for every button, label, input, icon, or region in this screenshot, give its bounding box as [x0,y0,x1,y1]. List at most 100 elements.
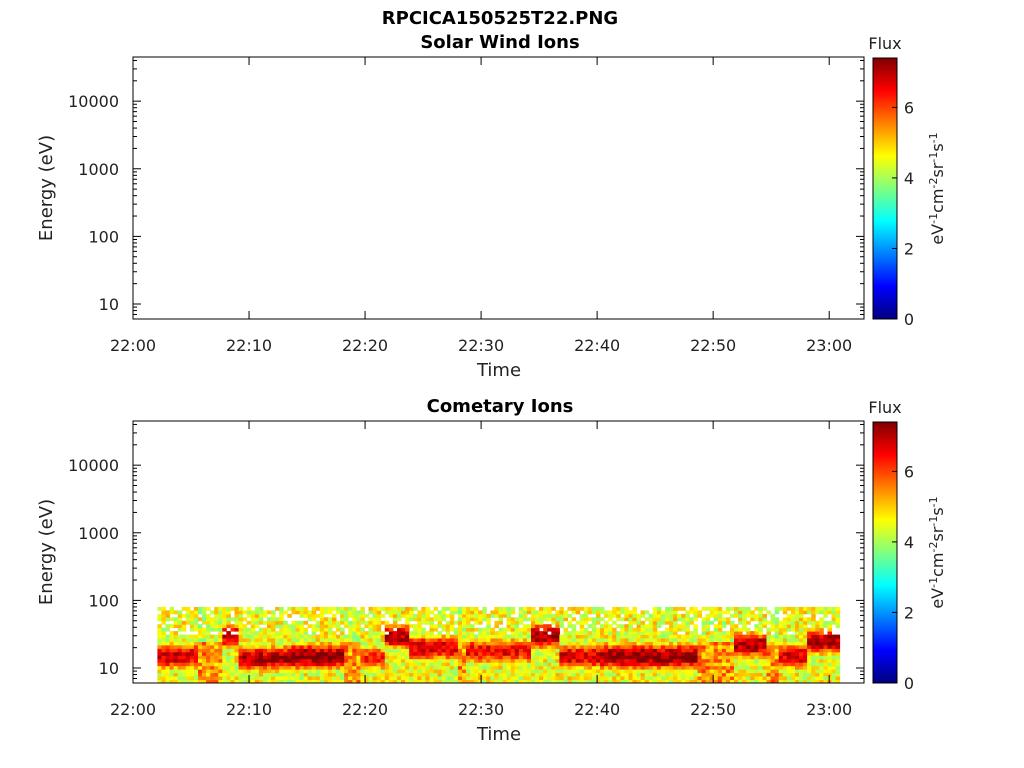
heatmap-cell [612,658,617,663]
heatmap-cell [522,669,528,674]
heatmap-cell [372,672,378,677]
heatmap-cell [620,672,625,677]
heatmap-cell [466,620,471,625]
heatmap-cell [636,617,642,622]
heatmap-cell [486,665,491,670]
heatmap-cell [746,648,751,653]
heatmap-cell [291,627,296,632]
heatmap-cell [555,645,560,649]
heatmap-cell [421,631,426,635]
heatmap-cell [616,655,621,660]
heatmap-cell [238,679,244,683]
heatmap-cell [563,641,568,646]
heatmap-cell [640,651,646,656]
heatmap-cell [624,676,629,680]
heatmap-cell [604,610,609,615]
heatmap-cell [563,669,568,674]
heatmap-cell [445,651,451,656]
heatmap-cell [417,676,422,680]
heatmap-cell [401,627,406,632]
heatmap-cell [230,645,235,649]
heatmap-cell [275,641,280,646]
heatmap-cell [770,669,776,674]
heatmap-cell [612,606,617,611]
heatmap-cell [604,638,609,642]
heatmap-cell [437,617,443,622]
heatmap-cell [766,672,771,677]
heatmap-cell [811,676,816,680]
heatmap-cell [697,610,702,615]
heatmap-cell [283,641,288,646]
heatmap-cell [368,679,373,683]
heatmap-cell [340,648,345,653]
heatmap-cell [498,634,503,639]
heatmap-cell [596,627,601,632]
heatmap-cell [677,648,682,653]
heatmap-cell [344,679,349,683]
heatmap-cell [774,662,780,667]
heatmap-cell [332,648,337,653]
heatmap-cell [591,641,597,646]
heatmap-cell [778,669,784,674]
heatmap-cell [766,665,771,670]
heatmap-cell [571,658,577,663]
heatmap-cell [555,620,560,625]
heatmap-cell [518,651,524,656]
heatmap-cell [344,638,349,642]
heatmap-cell [831,662,836,667]
heatmap-cell [823,648,828,653]
heatmap-cell [397,617,402,622]
heatmap-cell [311,634,317,639]
heatmap-cell [275,662,280,667]
heatmap-cell [193,634,199,639]
heatmap-cell [319,620,325,625]
heatmap-cell [721,641,727,646]
heatmap-cell [356,627,361,632]
heatmap-cell [470,638,475,642]
heatmap-cell [539,613,544,618]
heatmap-cell [258,672,264,677]
heatmap-cell [746,631,751,635]
heatmap-cell [392,638,398,642]
heatmap-cell [157,676,162,680]
heatmap-cell [522,617,528,622]
heatmap-cell [567,648,572,653]
heatmap-cell [405,672,410,677]
heatmap-cell [234,638,239,642]
heatmap-cell [258,638,264,642]
heatmap-cell [819,665,824,670]
heatmap-cell [413,613,418,618]
heatmap-cell [697,613,702,618]
heatmap-cell [498,627,503,632]
heatmap-cell [815,665,820,670]
heatmap-cell [673,672,678,677]
heatmap-cell [206,606,211,611]
heatmap-cell [746,676,751,680]
heatmap-cell [384,676,390,680]
heatmap-cell [583,631,589,635]
heatmap-cell [660,631,666,635]
heatmap-cell [319,676,325,680]
heatmap-cell [596,662,601,667]
heatmap-cell [583,613,589,618]
heatmap-cell [738,669,743,674]
heatmap-cell [563,645,568,649]
heatmap-cell [165,658,170,663]
heatmap-cell [368,658,373,663]
heatmap-cell [185,645,191,649]
heatmap-cell [405,658,410,663]
heatmap-cell [640,613,646,618]
heatmap-cell [738,658,743,663]
heatmap-cell [559,606,564,611]
heatmap-cell [790,676,796,680]
heatmap-cell [811,617,816,622]
heatmap-cell [218,672,223,677]
heatmap-cell [466,617,471,622]
heatmap-cell [161,655,166,660]
heatmap-cell [283,672,288,677]
heatmap-cell [437,648,443,653]
heatmap-cell [632,679,637,683]
heatmap-cell [522,641,528,646]
heatmap-cell [352,648,357,653]
heatmap-cell [778,672,784,677]
